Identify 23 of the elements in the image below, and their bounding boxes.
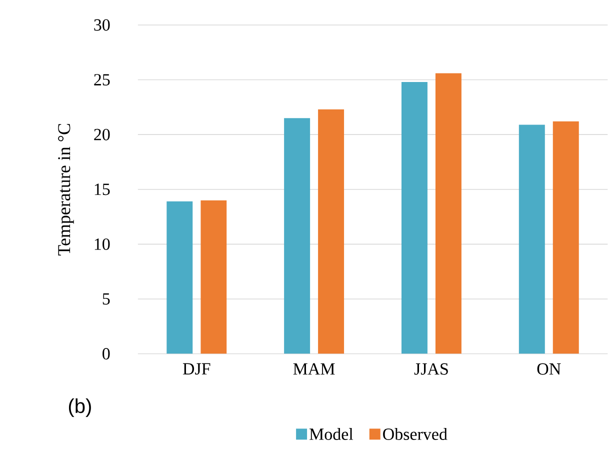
- x-tick-label: JJAS: [414, 363, 448, 375]
- y-tick-label: 5: [102, 293, 110, 305]
- x-tick-label: DJF: [182, 363, 210, 375]
- text: (b): [68, 398, 91, 418]
- bar: [166, 202, 193, 354]
- bar: [435, 73, 462, 354]
- x-tick-label: MAM: [293, 363, 335, 375]
- bar: [318, 110, 344, 354]
- y-tick-label: 20: [94, 128, 110, 140]
- y-tick-label: 15: [94, 184, 110, 196]
- bar: [284, 118, 310, 354]
- y-tick-label: 0: [102, 348, 110, 360]
- y-tick-label: 25: [94, 74, 110, 86]
- legend-label: Observed: [383, 428, 448, 440]
- bar: [401, 82, 428, 354]
- bar: [200, 200, 227, 354]
- y-tick-label: 30: [94, 19, 110, 31]
- x-tick-label: ON: [537, 363, 561, 375]
- bar: [552, 122, 579, 354]
- y-axis-title: Temperature in °C: [58, 124, 74, 256]
- legend-label: Model: [310, 428, 354, 440]
- y-tick-label: 10: [94, 238, 110, 250]
- bar: [518, 124, 545, 354]
